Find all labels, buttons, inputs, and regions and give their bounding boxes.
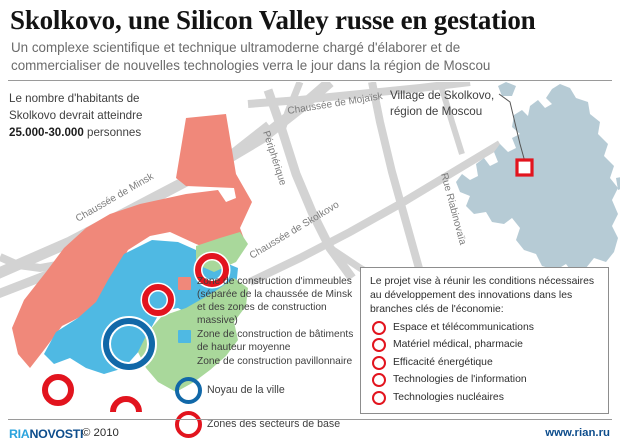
legend-label-moyenne: Zone de construction de bâtiments de hau… bbox=[197, 329, 354, 354]
legend-label-secteurs: Zones des secteurs de base bbox=[207, 418, 341, 430]
legend-label-noyau: Noyau de la ville bbox=[207, 384, 285, 396]
logo-novosti: NOVOSTI bbox=[29, 427, 84, 441]
map-area: Chaussée de Minsk Chaussée de Mojaïsk Pé… bbox=[0, 82, 620, 439]
logo-ria: RIA bbox=[9, 427, 30, 441]
bullet-ring-icon bbox=[372, 355, 386, 370]
moscow-silhouette bbox=[456, 84, 618, 272]
inset-leader-line bbox=[498, 93, 526, 163]
zone-salmon bbox=[12, 114, 252, 368]
economy-bullet-nucleaire: Technologies nucléaires bbox=[370, 390, 599, 405]
economy-bullet-information: Technologies de l'information bbox=[370, 373, 599, 388]
inset-location-marker bbox=[515, 158, 534, 177]
header: Skolkovo, une Silicon Valley russe en ge… bbox=[0, 0, 620, 75]
population-note-unit: personnes bbox=[83, 125, 142, 139]
road-skolkovo bbox=[248, 140, 503, 286]
copyright-text: © 2010 bbox=[82, 427, 119, 439]
subtitle-line-2: commercialiser de nouvelles technologies… bbox=[11, 57, 491, 73]
map-legend: Zone de construction d'immeubles (séparé… bbox=[175, 275, 358, 439]
legend-swatch-blue bbox=[178, 330, 191, 344]
header-divider bbox=[8, 80, 612, 81]
moscow-appendix-e bbox=[616, 177, 620, 190]
moscow-appendix-nw bbox=[498, 82, 516, 96]
legend-item-pavillonnaire: Zone de construction pavillonnaire bbox=[178, 355, 358, 371]
economy-intro-text: Le projet vise à réunir les conditions n… bbox=[370, 276, 595, 315]
legend-item-noyau: Noyau de la ville bbox=[175, 377, 358, 405]
legend-label-immeubles: Zone de construction d'immeubles (séparé… bbox=[197, 276, 353, 327]
rianovosti-logo: RIANOVOSTI bbox=[9, 427, 83, 441]
economy-bullet-label: Technologies de l'information bbox=[393, 374, 527, 386]
population-note: Le nombre d'habitants de Skolkovo devrai… bbox=[9, 91, 184, 141]
legend-swatch-green bbox=[178, 357, 191, 371]
economy-bullet-espace: Espace et télécommunications bbox=[370, 320, 599, 335]
map-svg: Chaussée de Minsk Chaussée de Mojaïsk Pé… bbox=[0, 82, 620, 412]
economy-bullet-label: Espace et télécommunications bbox=[393, 321, 534, 333]
zone-green bbox=[138, 278, 248, 392]
footer-divider bbox=[8, 419, 612, 420]
page-subtitle: Un complexe scientifique et technique ul… bbox=[0, 35, 620, 74]
road-mojaisk bbox=[247, 82, 471, 108]
bullet-ring-icon bbox=[372, 373, 386, 388]
bullet-ring-icon bbox=[372, 338, 386, 353]
population-note-line-1: Le nombre d'habitants de bbox=[9, 92, 140, 105]
legend-label-pavillonnaire: Zone de construction pavillonnaire bbox=[197, 356, 353, 368]
economy-bullet-label: Efficacité énergétique bbox=[393, 356, 493, 368]
population-note-line-2: Skolkovo devrait atteindre bbox=[9, 108, 143, 122]
legend-swatch-salmon bbox=[178, 277, 191, 290]
subtitle-line-1: Un complexe scientifique et technique ul… bbox=[11, 40, 461, 56]
bullet-ring-icon bbox=[372, 390, 386, 405]
bullet-ring-icon bbox=[372, 320, 386, 335]
legend-ring-core-icon bbox=[175, 377, 202, 405]
inset-callout-label: Village de Skolkovo, région de Moscou bbox=[390, 88, 520, 120]
road-riabinovaia bbox=[368, 82, 424, 274]
legend-item-immeubles: Zone de construction d'immeubles (séparé… bbox=[178, 275, 358, 327]
sector-markers bbox=[40, 251, 231, 412]
legend-item-secteurs: Zones des secteurs de base bbox=[175, 411, 358, 439]
footer: RIANOVOSTI © 2010 www.rian.ru bbox=[0, 424, 620, 448]
economy-bullet-label: Technologies nucléaires bbox=[393, 391, 504, 403]
economy-info-box: Le projet vise à réunir les conditions n… bbox=[360, 267, 609, 414]
page-title: Skolkovo, une Silicon Valley russe en ge… bbox=[10, 5, 536, 35]
legend-item-moyenne: Zone de construction de bâtiments de hau… bbox=[178, 328, 358, 354]
city-core-marker bbox=[101, 316, 157, 372]
inset-callout-line-2: région de Moscou bbox=[390, 105, 483, 119]
road-connector-d bbox=[437, 82, 465, 155]
website-url[interactable]: www.rian.ru bbox=[545, 427, 610, 439]
economy-bullet-medical: Matériel médical, pharmacie bbox=[370, 338, 599, 353]
zone-green-upper bbox=[196, 232, 248, 272]
inset-callout-line-1: Village de Skolkovo, bbox=[390, 89, 495, 102]
economy-bullet-energie: Efficacité énergétique bbox=[370, 355, 599, 370]
zone-blue bbox=[44, 240, 238, 374]
economy-bullet-label: Matériel médical, pharmacie bbox=[393, 339, 523, 351]
population-figure: 25.000-30.000 bbox=[9, 125, 84, 139]
legend-ring-sector-icon bbox=[175, 411, 202, 439]
road-connector-b bbox=[278, 82, 304, 132]
